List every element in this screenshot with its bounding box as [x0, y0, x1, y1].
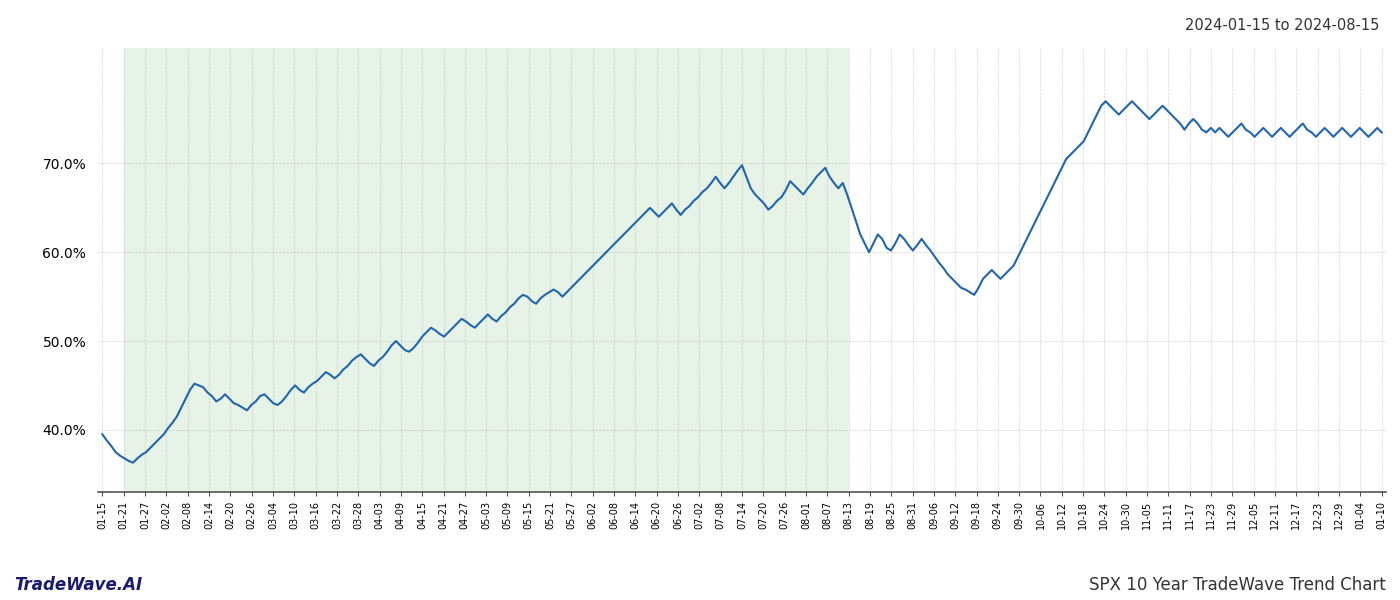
Bar — [123, 48, 848, 492]
Text: 2024-01-15 to 2024-08-15: 2024-01-15 to 2024-08-15 — [1184, 18, 1379, 33]
Text: SPX 10 Year TradeWave Trend Chart: SPX 10 Year TradeWave Trend Chart — [1089, 576, 1386, 594]
Text: TradeWave.AI: TradeWave.AI — [14, 576, 143, 594]
